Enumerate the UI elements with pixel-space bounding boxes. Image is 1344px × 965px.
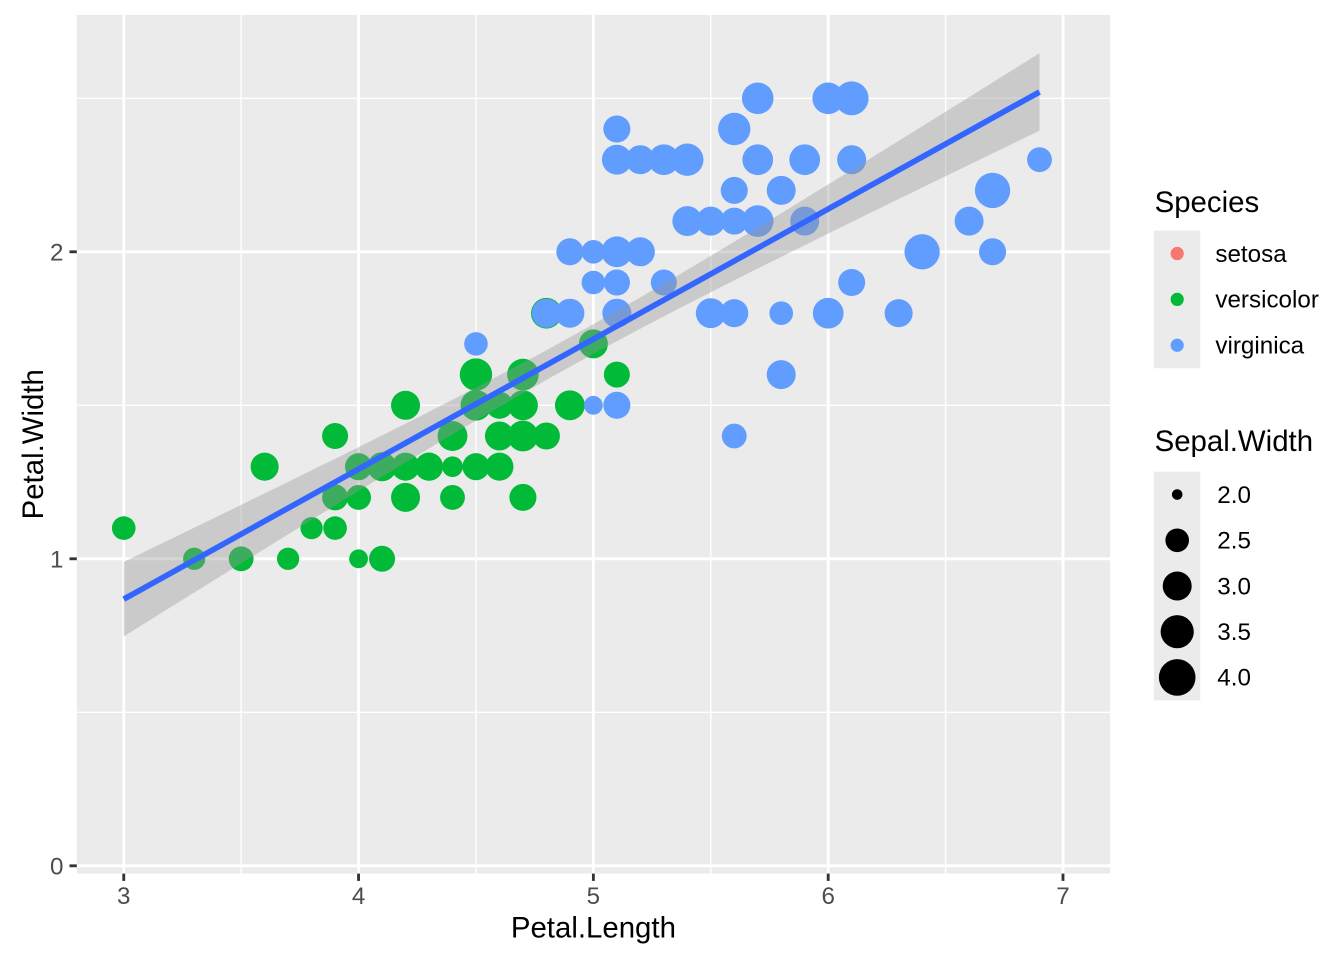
- svg-text:2: 2: [50, 239, 63, 266]
- svg-text:4: 4: [352, 883, 365, 910]
- svg-text:5: 5: [587, 883, 600, 910]
- svg-text:Sepal.Width: Sepal.Width: [1155, 425, 1313, 458]
- svg-text:3: 3: [117, 883, 130, 910]
- svg-text:2.0: 2.0: [1217, 482, 1251, 509]
- svg-text:0: 0: [50, 853, 63, 880]
- svg-text:6: 6: [821, 883, 834, 910]
- svg-text:setosa: setosa: [1215, 241, 1287, 268]
- svg-text:1: 1: [50, 546, 63, 573]
- svg-text:7: 7: [1056, 883, 1069, 910]
- svg-text:4.0: 4.0: [1217, 665, 1251, 692]
- svg-text:virginica: virginica: [1215, 333, 1304, 360]
- svg-text:versicolor: versicolor: [1215, 287, 1319, 314]
- svg-text:3.5: 3.5: [1217, 619, 1251, 646]
- svg-text:Petal.Length: Petal.Length: [511, 912, 676, 945]
- svg-text:Species: Species: [1155, 186, 1260, 219]
- svg-text:2.5: 2.5: [1217, 528, 1251, 555]
- svg-text:Petal.Width: Petal.Width: [17, 369, 50, 519]
- svg-text:3.0: 3.0: [1217, 573, 1251, 600]
